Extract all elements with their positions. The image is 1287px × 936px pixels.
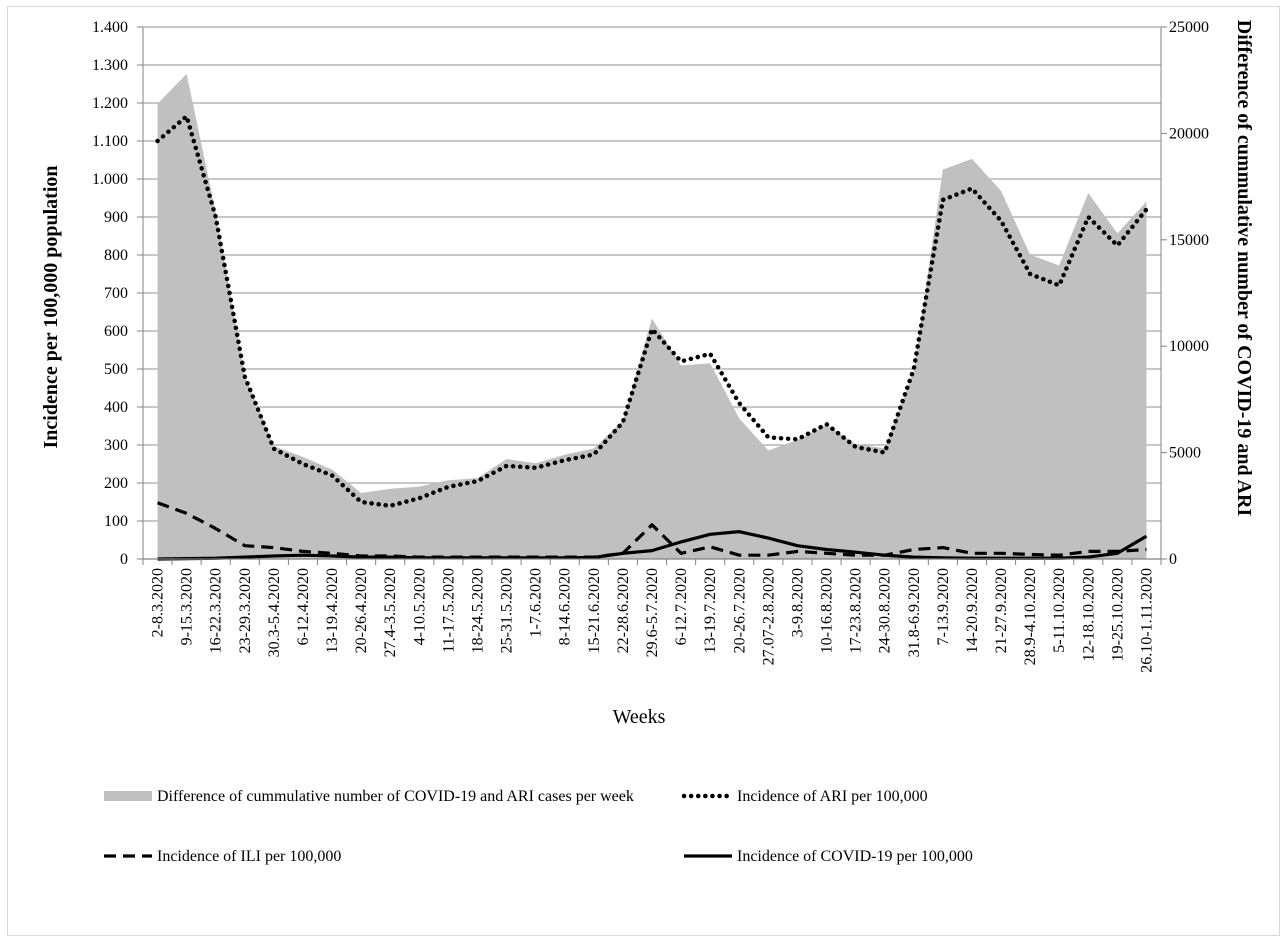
- legend-label: Incidence of COVID-19 per 100,000: [737, 848, 973, 865]
- legend: Difference of cummulative number of COVI…: [104, 788, 973, 865]
- y2-tick-label: 25000: [1169, 19, 1209, 36]
- x-tick-label: 14-20.9.2020: [964, 568, 981, 653]
- legend-label: Incidence of ARI per 100,000: [737, 788, 928, 805]
- legend-label: Incidence of ILI per 100,000: [157, 848, 341, 865]
- x-tick-label: 12-18.10.2020: [1080, 568, 1097, 661]
- x-tick-label: 27.07-2.8.2020: [760, 568, 777, 665]
- y-tick-label: 1.300: [92, 57, 128, 74]
- covid-line: [157, 530, 1148, 561]
- x-tick-label: 20-26.4.2020: [353, 568, 370, 653]
- x-tick-label: 25-31.5.2020: [499, 568, 516, 653]
- x-tick-label: 6-12.7.2020: [673, 568, 690, 645]
- y-tick-label: 1.100: [92, 133, 128, 150]
- y-tick-label: 1.400: [92, 19, 128, 36]
- x-tick-label: 13-19.4.2020: [324, 568, 341, 653]
- x-tick-label: 21-27.9.2020: [993, 568, 1010, 653]
- x-tick-label: 6-12.4.2020: [295, 568, 312, 645]
- x-tick-label: 20-26.7.2020: [731, 568, 748, 653]
- y-tick-label: 400: [104, 399, 128, 416]
- y-tick-label: 1.200: [92, 95, 128, 112]
- x-tick-label: 3-9.8.2020: [789, 568, 806, 637]
- x-tick-label: 2-8.3.2020: [150, 568, 167, 637]
- x-tick-label: 23-29.3.2020: [237, 568, 254, 653]
- y-axis-ticks: 0 100 200 300 400 500 600 700 800 900 1.000 1.100 1.…: [92, 19, 143, 568]
- y2-axis-ticks: 0 5000 10000 15000 20000 25000: [1161, 19, 1209, 568]
- y-tick-label: 600: [104, 323, 128, 340]
- x-tick-label: 28.9-4.10.2020: [1022, 568, 1039, 665]
- ili-line: [156, 501, 1147, 559]
- x-tick-label: 22-28.6.2020: [615, 568, 632, 653]
- x-axis-title: Weeks: [613, 706, 666, 728]
- x-tick-label: 16-22.3.2020: [208, 568, 225, 653]
- legend-swatch-area: [104, 791, 152, 801]
- x-tick-label: 30.3-5.4.2020: [266, 568, 283, 657]
- x-tick-label: 24-30.8.2020: [877, 568, 894, 653]
- x-tick-label: 26.10-1.11.2020: [1138, 568, 1155, 673]
- x-tick-label: 17-23.8.2020: [848, 568, 865, 653]
- x-tick-label: 29.6-5.7.2020: [644, 568, 661, 657]
- y2-tick-label: 20000: [1169, 125, 1209, 142]
- y-tick-label: 0: [120, 551, 128, 568]
- x-tick-label: 13-19.7.2020: [702, 568, 719, 653]
- y-tick-label: 900: [104, 209, 128, 226]
- y-tick-label: 300: [104, 437, 128, 454]
- x-tick-label: 31.8-6.9.2020: [906, 568, 923, 657]
- x-tick-label: 8-14.6.2020: [557, 568, 574, 645]
- y2-tick-label: 10000: [1169, 338, 1209, 355]
- x-tick-label: 15-21.6.2020: [586, 568, 603, 653]
- y2-tick-label: 15000: [1169, 232, 1209, 249]
- x-axis-ticks: 2-8.3.2020 9-15.3.2020 16-22.3.2020 23-29.3…: [142, 559, 1162, 673]
- y2-tick-label: 5000: [1169, 445, 1201, 462]
- area-layer: [157, 73, 1147, 559]
- x-tick-label: 19-25.10.2020: [1109, 568, 1126, 661]
- legend-label: Difference of cummulative number of COVI…: [157, 788, 634, 805]
- area-series-difference: [157, 73, 1147, 559]
- x-tick-label: 18-24.5.2020: [469, 568, 486, 653]
- y-tick-label: 100: [104, 513, 128, 530]
- y-tick-label: 500: [104, 361, 128, 378]
- x-tick-label: 7-13.9.2020: [935, 568, 952, 645]
- x-tick-label: 1-7.6.2020: [528, 568, 545, 637]
- lines-layer: [155, 114, 1149, 561]
- y2-tick-label: 0: [1169, 551, 1177, 568]
- y2-axis-title: Difference of cummulative number of COVI…: [1233, 20, 1255, 517]
- y-tick-label: 200: [104, 475, 128, 492]
- x-tick-label: 10-16.8.2020: [819, 568, 836, 653]
- x-tick-label: 4-10.5.2020: [411, 568, 428, 645]
- y-tick-label: 1.000: [92, 171, 128, 188]
- y-tick-label: 800: [104, 247, 128, 264]
- x-tick-label: 11-17.5.2020: [440, 568, 457, 653]
- y-axis-title: Incidence per 100,000 population: [40, 166, 62, 449]
- x-tick-label: 9-15.3.2020: [179, 568, 196, 645]
- x-tick-label: 5-11.10.2020: [1051, 568, 1068, 653]
- x-tick-label: 27.4-3.5.2020: [382, 568, 399, 657]
- y-tick-label: 700: [104, 285, 128, 302]
